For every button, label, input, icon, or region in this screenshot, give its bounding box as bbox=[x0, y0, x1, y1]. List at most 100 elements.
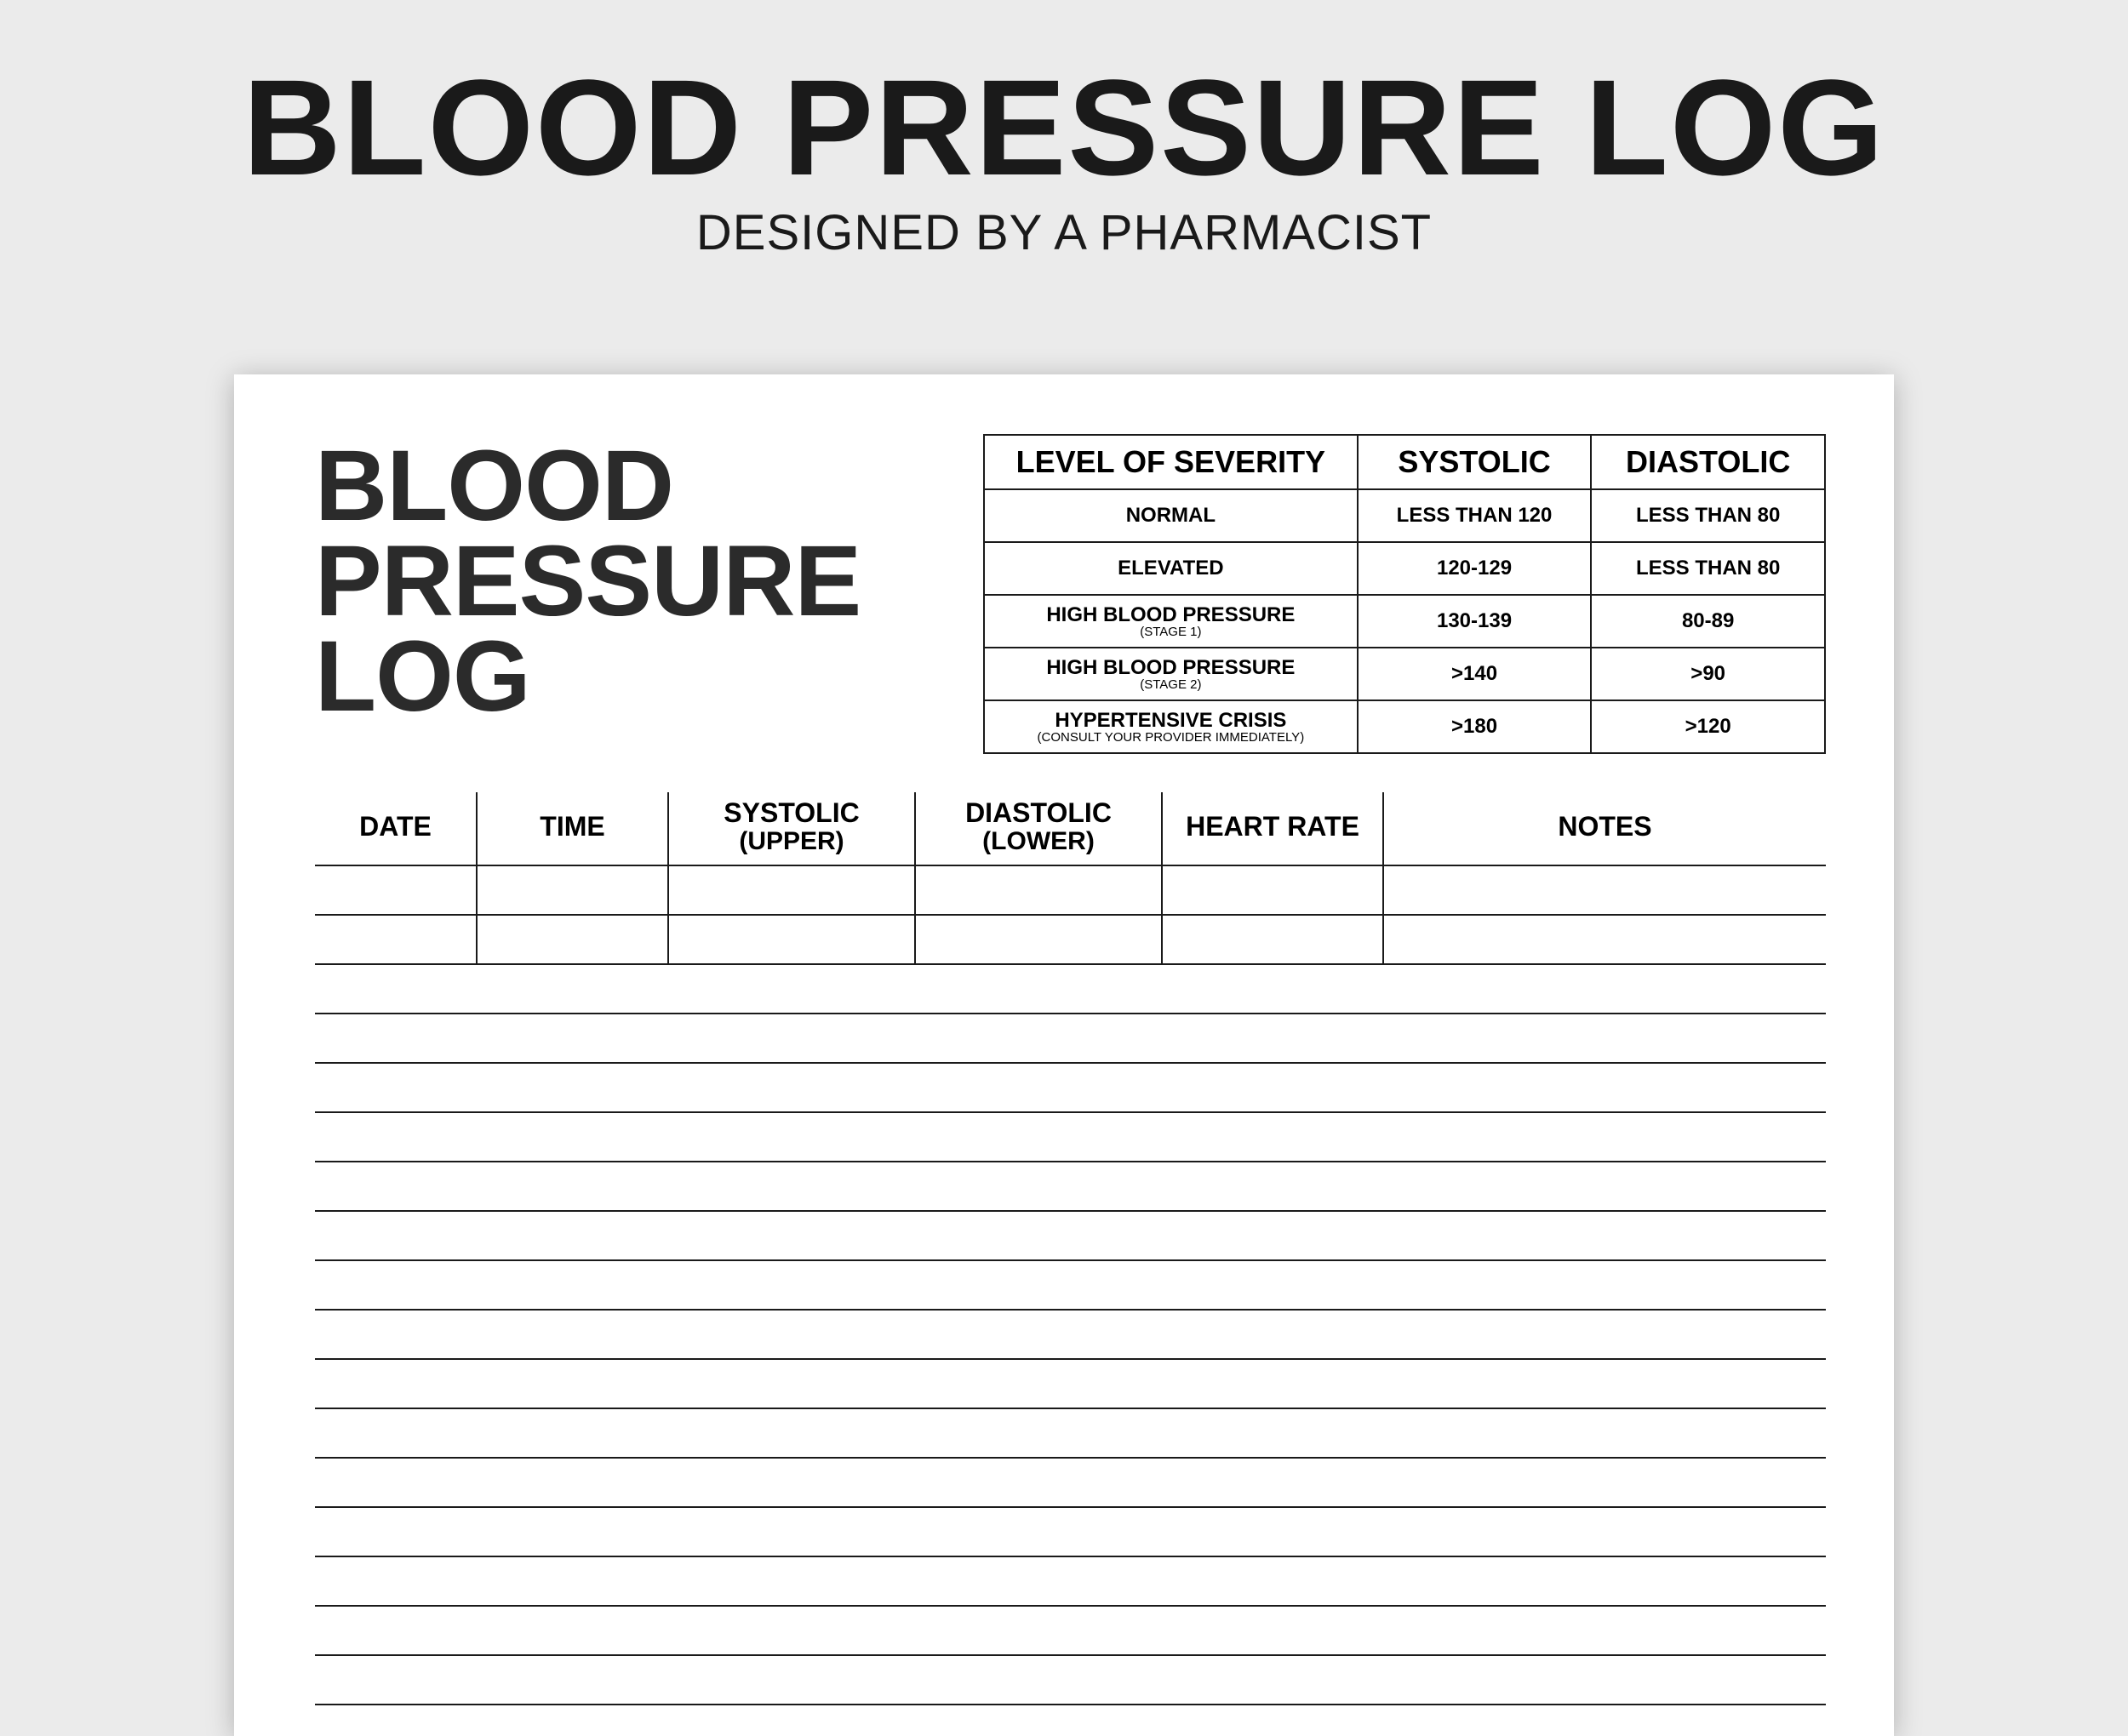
log-cell[interactable] bbox=[1383, 915, 1826, 964]
log-cell[interactable] bbox=[477, 915, 668, 964]
log-cell[interactable] bbox=[477, 1211, 668, 1260]
log-cell[interactable] bbox=[477, 1014, 668, 1063]
log-cell[interactable] bbox=[915, 1211, 1162, 1260]
log-cell[interactable] bbox=[477, 1162, 668, 1211]
log-cell[interactable] bbox=[1162, 1211, 1383, 1260]
log-cell[interactable] bbox=[668, 915, 915, 964]
log-cell[interactable] bbox=[668, 1014, 915, 1063]
log-cell[interactable] bbox=[1162, 1359, 1383, 1408]
log-cell[interactable] bbox=[668, 964, 915, 1014]
log-cell[interactable] bbox=[1383, 1310, 1826, 1359]
log-cell[interactable] bbox=[477, 1310, 668, 1359]
log-cell[interactable] bbox=[1162, 964, 1383, 1014]
log-cell[interactable] bbox=[1383, 865, 1826, 915]
log-cell[interactable] bbox=[915, 1556, 1162, 1606]
log-cell[interactable] bbox=[1162, 1458, 1383, 1507]
log-cell[interactable] bbox=[315, 865, 477, 915]
log-cell[interactable] bbox=[668, 1063, 915, 1112]
log-cell[interactable] bbox=[477, 1507, 668, 1556]
log-cell[interactable] bbox=[315, 1606, 477, 1655]
log-cell[interactable] bbox=[915, 1655, 1162, 1705]
log-cell[interactable] bbox=[1162, 1014, 1383, 1063]
log-cell[interactable] bbox=[915, 1112, 1162, 1162]
log-cell[interactable] bbox=[477, 1655, 668, 1705]
log-cell[interactable] bbox=[668, 1260, 915, 1310]
log-cell[interactable] bbox=[915, 1162, 1162, 1211]
log-cell[interactable] bbox=[668, 865, 915, 915]
log-cell[interactable] bbox=[1383, 1556, 1826, 1606]
log-cell[interactable] bbox=[915, 1507, 1162, 1556]
log-cell[interactable] bbox=[1383, 1408, 1826, 1458]
log-cell[interactable] bbox=[915, 1260, 1162, 1310]
log-cell[interactable] bbox=[477, 865, 668, 915]
log-cell[interactable] bbox=[1162, 1260, 1383, 1310]
log-cell[interactable] bbox=[477, 1408, 668, 1458]
log-cell[interactable] bbox=[915, 1408, 1162, 1458]
log-cell[interactable] bbox=[915, 1359, 1162, 1408]
log-cell[interactable] bbox=[1383, 1260, 1826, 1310]
log-cell[interactable] bbox=[915, 915, 1162, 964]
log-cell[interactable] bbox=[1162, 1063, 1383, 1112]
log-cell[interactable] bbox=[315, 1408, 477, 1458]
log-cell[interactable] bbox=[915, 865, 1162, 915]
log-cell[interactable] bbox=[1162, 1162, 1383, 1211]
log-cell[interactable] bbox=[915, 964, 1162, 1014]
log-cell[interactable] bbox=[1383, 964, 1826, 1014]
log-cell[interactable] bbox=[315, 1162, 477, 1211]
log-cell[interactable] bbox=[1383, 1063, 1826, 1112]
log-cell[interactable] bbox=[668, 1655, 915, 1705]
log-cell[interactable] bbox=[1162, 1556, 1383, 1606]
log-cell[interactable] bbox=[1383, 1606, 1826, 1655]
log-cell[interactable] bbox=[915, 1458, 1162, 1507]
log-cell[interactable] bbox=[1162, 915, 1383, 964]
log-cell[interactable] bbox=[1383, 1359, 1826, 1408]
log-cell[interactable] bbox=[668, 1556, 915, 1606]
log-cell[interactable] bbox=[915, 1606, 1162, 1655]
log-cell[interactable] bbox=[1162, 1310, 1383, 1359]
log-cell[interactable] bbox=[668, 1606, 915, 1655]
log-cell[interactable] bbox=[915, 1063, 1162, 1112]
log-cell[interactable] bbox=[668, 1310, 915, 1359]
log-cell[interactable] bbox=[315, 1655, 477, 1705]
log-cell[interactable] bbox=[477, 1260, 668, 1310]
log-cell[interactable] bbox=[1383, 1655, 1826, 1705]
log-cell[interactable] bbox=[668, 1408, 915, 1458]
log-cell[interactable] bbox=[315, 964, 477, 1014]
log-cell[interactable] bbox=[315, 1211, 477, 1260]
log-cell[interactable] bbox=[1383, 1211, 1826, 1260]
log-cell[interactable] bbox=[315, 1014, 477, 1063]
log-cell[interactable] bbox=[915, 1014, 1162, 1063]
log-cell[interactable] bbox=[315, 915, 477, 964]
log-cell[interactable] bbox=[1162, 865, 1383, 915]
log-cell[interactable] bbox=[315, 1359, 477, 1408]
log-cell[interactable] bbox=[668, 1359, 915, 1408]
log-cell[interactable] bbox=[668, 1507, 915, 1556]
log-cell[interactable] bbox=[668, 1112, 915, 1162]
log-cell[interactable] bbox=[1383, 1458, 1826, 1507]
log-cell[interactable] bbox=[477, 1606, 668, 1655]
log-cell[interactable] bbox=[1162, 1507, 1383, 1556]
log-cell[interactable] bbox=[1162, 1655, 1383, 1705]
log-cell[interactable] bbox=[668, 1211, 915, 1260]
log-cell[interactable] bbox=[1383, 1507, 1826, 1556]
log-cell[interactable] bbox=[477, 1063, 668, 1112]
log-cell[interactable] bbox=[315, 1556, 477, 1606]
log-cell[interactable] bbox=[668, 1162, 915, 1211]
log-cell[interactable] bbox=[315, 1507, 477, 1556]
log-cell[interactable] bbox=[477, 1112, 668, 1162]
log-cell[interactable] bbox=[315, 1310, 477, 1359]
log-cell[interactable] bbox=[668, 1458, 915, 1507]
log-cell[interactable] bbox=[315, 1063, 477, 1112]
log-cell[interactable] bbox=[1383, 1112, 1826, 1162]
log-cell[interactable] bbox=[1162, 1112, 1383, 1162]
log-cell[interactable] bbox=[1383, 1014, 1826, 1063]
log-cell[interactable] bbox=[315, 1458, 477, 1507]
log-cell[interactable] bbox=[1383, 1162, 1826, 1211]
log-cell[interactable] bbox=[477, 1556, 668, 1606]
log-cell[interactable] bbox=[315, 1260, 477, 1310]
log-cell[interactable] bbox=[915, 1310, 1162, 1359]
log-cell[interactable] bbox=[1162, 1408, 1383, 1458]
log-cell[interactable] bbox=[315, 1112, 477, 1162]
log-cell[interactable] bbox=[1162, 1606, 1383, 1655]
log-cell[interactable] bbox=[477, 1359, 668, 1408]
